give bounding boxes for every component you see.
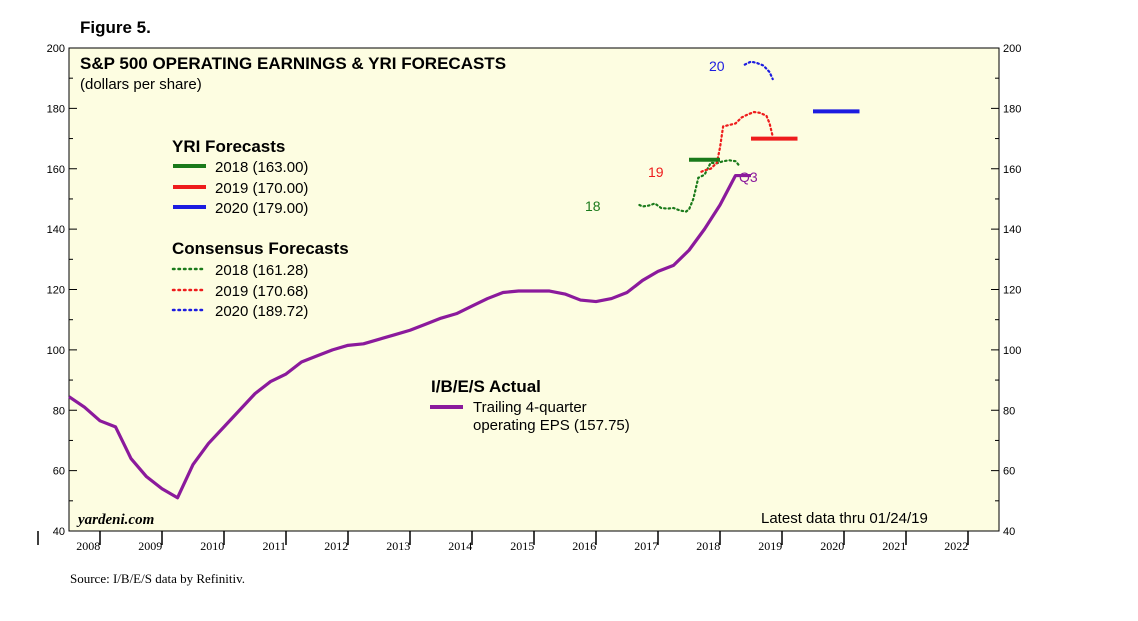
y-tick-label-right: 120 bbox=[1003, 285, 1021, 297]
y-tick-label-left: 140 bbox=[47, 224, 65, 236]
left-y-axis: 40 60 80 100 120 140 160 180 200 bbox=[47, 43, 77, 538]
x-tick-label: 2020 bbox=[820, 539, 844, 553]
y-tick-label-right: 60 bbox=[1003, 466, 1015, 478]
consensus-line-c2020 bbox=[743, 60, 774, 81]
legend-label-consensus-2019: 2019 (170.68) bbox=[215, 283, 308, 300]
legend-label-yri-2018: 2018 (163.00) bbox=[215, 159, 308, 176]
x-tick-label: 2013 bbox=[386, 539, 410, 553]
x-tick-label: 2015 bbox=[510, 539, 534, 553]
x-tick-label: 2016 bbox=[572, 539, 596, 553]
y-tick-label-left: 120 bbox=[47, 285, 65, 297]
x-tick-label: 2009 bbox=[138, 539, 162, 553]
legend-label-actual-line2: operating EPS (157.75) bbox=[473, 417, 630, 434]
chart-title: S&P 500 OPERATING EARNINGS & YRI FORECAS… bbox=[80, 54, 506, 73]
y-tick-label-right: 200 bbox=[1003, 43, 1021, 55]
consensus-line-c2019 bbox=[700, 110, 774, 173]
legend-label-actual-line1: Trailing 4-quarter bbox=[473, 399, 587, 416]
figure-label: Figure 5. bbox=[80, 18, 151, 37]
y-tick-label-left: 160 bbox=[47, 164, 65, 176]
legend-label-yri-2020: 2020 (179.00) bbox=[215, 200, 308, 217]
y-tick-label-left: 40 bbox=[53, 526, 65, 538]
x-tick-label: 2019 bbox=[758, 539, 782, 553]
x-tick-label: 2010 bbox=[200, 539, 224, 553]
chart-subtitle: (dollars per share) bbox=[80, 76, 202, 93]
annotation-c18: 18 bbox=[585, 198, 601, 214]
y-tick-label-left: 200 bbox=[47, 43, 65, 55]
source-note: Source: I/B/E/S data by Refinitiv. bbox=[70, 571, 245, 586]
x-tick-label: 2022 bbox=[944, 539, 968, 553]
y-tick-label-left: 80 bbox=[53, 405, 65, 417]
actual-eps-line bbox=[68, 173, 751, 500]
y-tick-label-right: 100 bbox=[1003, 345, 1021, 357]
latest-data-note: Latest data thru 01/24/19 bbox=[761, 510, 928, 527]
x-tick-label: 2008 bbox=[76, 539, 100, 553]
legend-label-consensus-2020: 2020 (189.72) bbox=[215, 303, 308, 320]
y-tick-label-left: 60 bbox=[53, 466, 65, 478]
legend-label-consensus-2018: 2018 (161.28) bbox=[215, 262, 308, 279]
x-tick-label: 2012 bbox=[324, 539, 348, 553]
y-tick-label-right: 40 bbox=[1003, 526, 1015, 538]
y-tick-label-left: 100 bbox=[47, 345, 65, 357]
y-tick-label-left: 180 bbox=[47, 103, 65, 115]
y-tick-label-right: 160 bbox=[1003, 164, 1021, 176]
y-tick-label-right: 140 bbox=[1003, 224, 1021, 236]
consensus-legend-heading: Consensus Forecasts bbox=[172, 239, 349, 258]
actual-legend-heading: I/B/E/S Actual bbox=[431, 377, 541, 396]
x-tick-label: 2014 bbox=[448, 539, 472, 553]
x-tick-label: 2017 bbox=[634, 539, 658, 553]
y-tick-label-right: 180 bbox=[1003, 103, 1021, 115]
watermark: yardeni.com bbox=[76, 512, 154, 528]
x-tick-label: 2021 bbox=[882, 539, 906, 553]
consensus-line-c2018 bbox=[638, 159, 740, 213]
legend-label-yri-2019: 2019 (170.00) bbox=[215, 180, 308, 197]
annotation-q3: Q3 bbox=[739, 169, 758, 185]
annotation-c20: 20 bbox=[709, 58, 725, 74]
yri-legend-heading: YRI Forecasts bbox=[172, 137, 285, 156]
series-layer bbox=[68, 60, 860, 500]
x-tick-label: 2011 bbox=[262, 539, 286, 553]
y-tick-label-right: 80 bbox=[1003, 405, 1015, 417]
annotation-c19: 19 bbox=[648, 164, 664, 180]
right-y-axis: 40 60 80 100 120 140 160 180 200 bbox=[991, 43, 1021, 538]
x-axis: 2008 2009 2010 2011 2012 2013 2014 2015 2016 2017… bbox=[37, 531, 969, 553]
x-tick-label: 2018 bbox=[696, 539, 720, 553]
